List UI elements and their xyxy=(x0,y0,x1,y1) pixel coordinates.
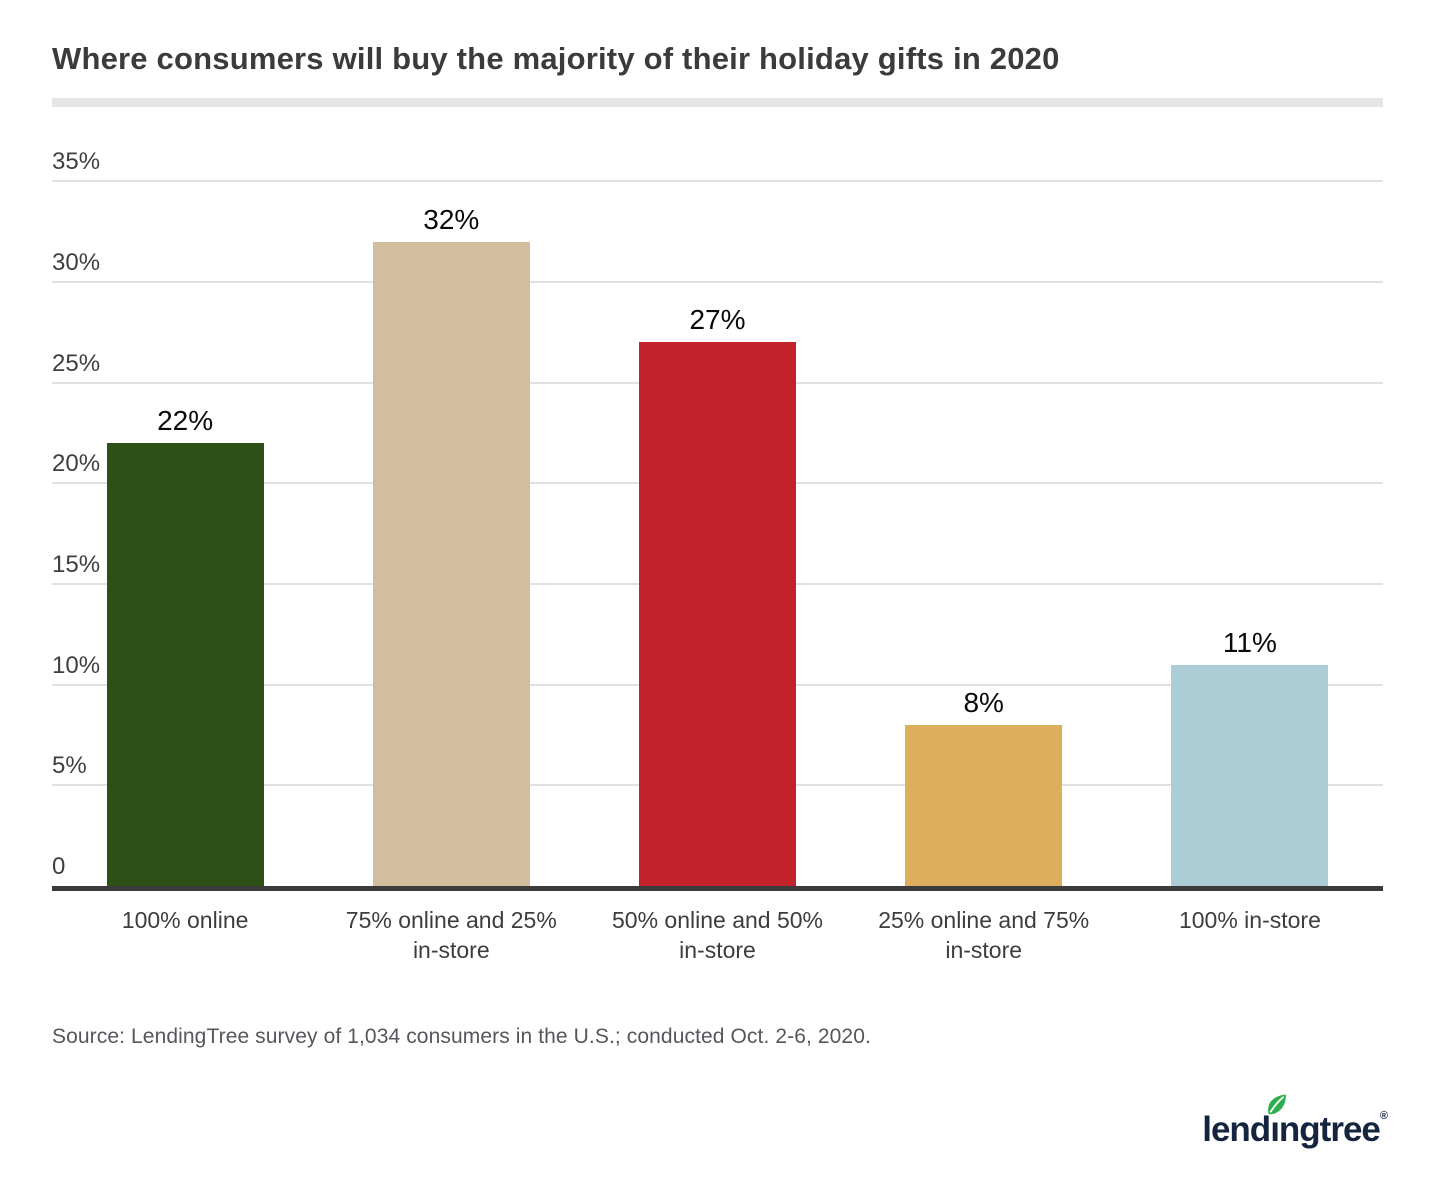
x-category-label: 75% online and 25% in-store xyxy=(345,907,557,964)
bar xyxy=(1171,664,1329,887)
y-tick-label: 0 xyxy=(52,853,66,881)
chart-title: Where consumers will buy the majority of… xyxy=(52,41,1060,76)
y-tick-label: 10% xyxy=(52,651,101,679)
title-divider xyxy=(52,98,1383,108)
bar xyxy=(905,724,1063,887)
bar xyxy=(639,342,796,887)
y-tick-label: 25% xyxy=(52,349,101,377)
x-label-slot: 75% online and 25% in-store xyxy=(318,905,584,965)
x-axis-labels: 100% online 75% online and 25% in-store 50… xyxy=(52,905,1383,965)
plot-area: 0 5% 10% 15% 20% 25% 30% 35% 22% 32% 27% 8% 11% xyxy=(52,150,1383,892)
bar-value-label: 22% xyxy=(157,404,214,436)
x-category-label: 100% in-store xyxy=(1178,907,1321,934)
bar-value-label: 27% xyxy=(689,304,746,336)
x-category-label: 25% online and 75% in-store xyxy=(878,907,1090,964)
bar xyxy=(106,442,264,887)
x-label-slot: 100% online xyxy=(52,905,318,965)
bar-value-label: 11% xyxy=(1222,626,1277,658)
bar-slot: 8% xyxy=(851,186,1117,887)
bar-slot: 22% xyxy=(52,186,318,887)
y-tick-label: 35% xyxy=(52,148,101,176)
lendingtree-logo: lendı ngtree® xyxy=(1202,1094,1388,1150)
y-tick-label: 5% xyxy=(52,752,87,780)
bar xyxy=(372,241,530,887)
source-note: Source: LendingTree survey of 1,034 cons… xyxy=(52,1025,871,1049)
gridline-35 xyxy=(52,180,1383,183)
x-label-slot: 25% online and 75% in-store xyxy=(851,905,1117,965)
bar-slot: 27% xyxy=(584,186,850,887)
bar-slot: 32% xyxy=(318,186,584,887)
bar-value-label: 32% xyxy=(423,203,480,235)
y-tick-label: 15% xyxy=(52,550,101,578)
leaf-icon xyxy=(1268,1094,1287,1115)
registered-mark: ® xyxy=(1379,1110,1388,1122)
x-category-label: 50% online and 50% in-store xyxy=(612,907,823,964)
x-label-slot: 100% in-store xyxy=(1117,905,1383,965)
x-label-slot: 50% online and 50% in-store xyxy=(584,905,850,965)
bar-slot: 11% xyxy=(1117,186,1383,887)
gridline-30 xyxy=(52,280,1383,283)
x-category-label: 100% online xyxy=(121,907,249,934)
bars-layer: 22% 32% 27% 8% 11% xyxy=(52,186,1383,887)
lendingtree-wordmark: lendı ngtree® xyxy=(1202,1094,1388,1149)
bar-value-label: 8% xyxy=(963,686,1004,718)
y-tick-label: 30% xyxy=(52,248,101,276)
y-tick-label: 20% xyxy=(52,450,101,478)
